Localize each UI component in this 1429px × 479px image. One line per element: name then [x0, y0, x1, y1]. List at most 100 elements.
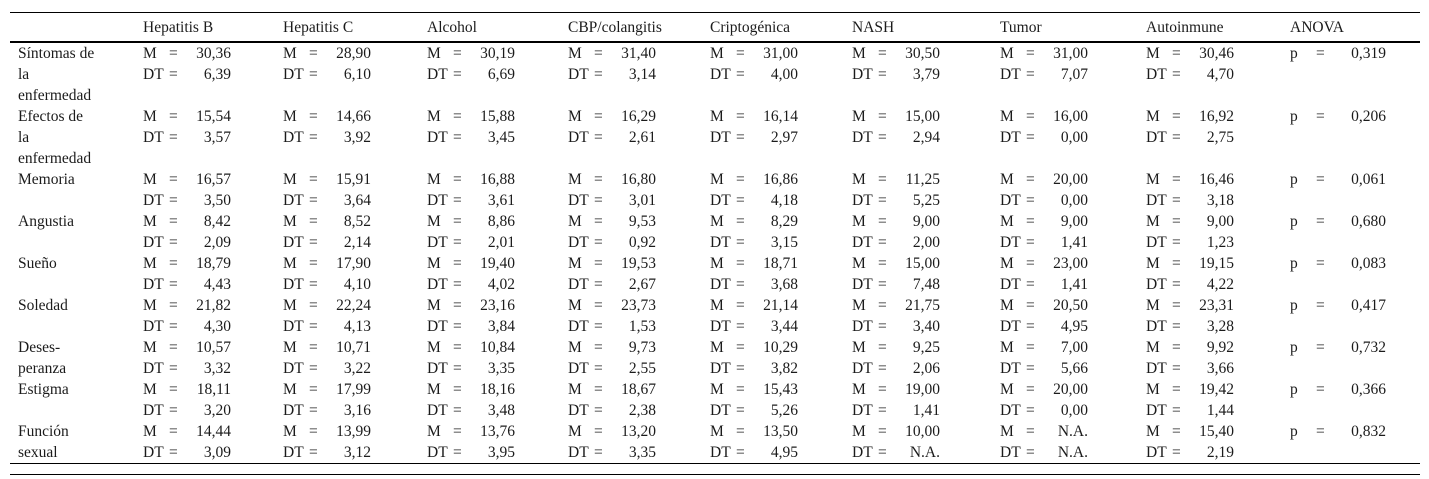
dt-value: 1,41 — [1060, 276, 1088, 293]
sd-line: DT = N.A. — [852, 442, 1000, 463]
equals-sign: = — [594, 339, 603, 356]
m-value: 31,00 — [763, 45, 798, 62]
dt-value: 0,00 — [1060, 402, 1088, 419]
stat-cell: M = 13,50 DT = 4,95 — [710, 421, 852, 463]
mean-line: M = 22,24 — [283, 295, 427, 316]
equals-sign: = — [453, 318, 462, 335]
equals-sign: = — [594, 444, 603, 461]
m-label: M — [143, 45, 157, 62]
row-label: Soledad — [18, 297, 68, 314]
sd-line: DT = 1,41 — [1000, 232, 1146, 253]
m-label: M — [427, 381, 441, 398]
p-line: p = 0,083 — [1290, 253, 1420, 274]
sd-line: DT = 2,67 — [568, 274, 710, 295]
stat-cell: M = 16,57 DT = 3,50 — [143, 169, 283, 211]
mean-line: M = 20,00 — [1000, 169, 1146, 190]
m-value: 16,46 — [1199, 171, 1234, 188]
dt-value: 3,50 — [203, 192, 231, 209]
p-value: 0,206 — [1351, 108, 1386, 125]
mean-line: M = 16,92 — [1146, 106, 1290, 127]
mean-line: M = 9,53 — [568, 211, 710, 232]
mean-line: M = 31,00 — [710, 43, 852, 64]
m-label: M — [283, 423, 297, 440]
equals-sign: = — [1172, 45, 1181, 62]
dt-label: DT — [427, 444, 448, 461]
m-label: M — [1000, 108, 1014, 125]
dt-value: N.A. — [909, 444, 940, 461]
mean-line: M = 15,91 — [283, 169, 427, 190]
stat-cell: M = 21,14 DT = 3,44 — [710, 295, 852, 337]
equals-sign: = — [309, 381, 318, 398]
m-value: 10,29 — [763, 339, 798, 356]
dt-value: 3,95 — [487, 444, 515, 461]
dt-value: 3,44 — [770, 318, 798, 335]
m-value: 18,67 — [621, 381, 656, 398]
dt-label: DT — [568, 192, 589, 209]
m-value: 21,82 — [196, 297, 231, 314]
equals-sign: = — [736, 255, 745, 272]
dt-label: DT — [283, 192, 304, 209]
m-value: 28,90 — [336, 45, 371, 62]
p-line: p = 0,366 — [1290, 379, 1420, 400]
stat-cell: M = 10,00 DT = N.A. — [852, 421, 1000, 463]
anova-cell: p = 0,732 — [1290, 337, 1420, 358]
sd-line: DT = 0,00 — [1000, 190, 1146, 211]
column-header-cbp: CBP/colangitis — [568, 19, 662, 36]
sd-line: DT = 3,12 — [283, 442, 427, 463]
m-label: M — [710, 339, 724, 356]
m-value: 7,00 — [1060, 339, 1088, 356]
p-label: p — [1290, 171, 1298, 188]
sd-line: DT = 1,41 — [852, 400, 1000, 421]
dt-label: DT — [568, 318, 589, 335]
mean-line: M = 16,80 — [568, 169, 710, 190]
m-value: 18,16 — [480, 381, 515, 398]
m-value: 10,71 — [336, 339, 371, 356]
mean-line: M = 16,29 — [568, 106, 710, 127]
m-label: M — [143, 423, 157, 440]
sd-line: DT = 4,10 — [283, 274, 427, 295]
stat-cell: M = 15,88 DT = 3,45 — [427, 106, 568, 148]
equals-sign: = — [878, 171, 887, 188]
equals-sign: = — [169, 297, 178, 314]
equals-sign: = — [169, 444, 178, 461]
dt-value: 3,18 — [1206, 192, 1234, 209]
sd-line: DT = 2,14 — [283, 232, 427, 253]
stat-cell: M = 16,92 DT = 2,75 — [1146, 106, 1290, 148]
dt-label: DT — [1000, 234, 1021, 251]
dt-value: 5,25 — [912, 192, 940, 209]
sd-line: DT = 1,44 — [1146, 400, 1290, 421]
stat-cell: M = 8,86 DT = 2,01 — [427, 211, 568, 253]
sd-line: DT = 3,79 — [852, 64, 1000, 85]
mean-line: M = 30,19 — [427, 43, 568, 64]
equals-sign: = — [736, 318, 745, 335]
dt-value: 5,66 — [1060, 360, 1088, 377]
sd-line: DT = 2,01 — [427, 232, 568, 253]
table-row: Angustia M = 8,42 DT = 2,09 M = 8,52 DT … — [10, 211, 1420, 253]
m-label: M — [1000, 45, 1014, 62]
dt-label: DT — [1000, 192, 1021, 209]
m-label: M — [1000, 297, 1014, 314]
mean-line: M = 15,88 — [427, 106, 568, 127]
equals-sign: = — [594, 108, 603, 125]
sd-line: DT = 3,44 — [710, 316, 852, 337]
p-label: p — [1290, 213, 1298, 230]
stat-cell: M = 18,11 DT = 3,20 — [143, 379, 283, 421]
row-label: Efectos de la enfermedad — [18, 108, 92, 167]
equals-sign: = — [453, 45, 462, 62]
m-value: 15,00 — [905, 255, 940, 272]
m-label: M — [283, 213, 297, 230]
equals-sign: = — [878, 423, 887, 440]
dt-value: 4,30 — [203, 318, 231, 335]
sd-line: DT = 3,18 — [1146, 190, 1290, 211]
m-label: M — [568, 297, 582, 314]
sd-line: DT = 2,97 — [710, 127, 852, 148]
table-row: Sueño M = 18,79 DT = 4,43 M = 17,90 DT =… — [10, 253, 1420, 295]
equals-sign: = — [736, 66, 745, 83]
mean-line: M = 31,00 — [1000, 43, 1146, 64]
stat-cell: M = 15,00 DT = 7,48 — [852, 253, 1000, 295]
m-value: 19,42 — [1199, 381, 1234, 398]
sd-line: DT = 3,01 — [568, 190, 710, 211]
mean-line: M = 20,50 — [1000, 295, 1146, 316]
m-value: 30,50 — [905, 45, 940, 62]
m-value: 23,73 — [621, 297, 656, 314]
